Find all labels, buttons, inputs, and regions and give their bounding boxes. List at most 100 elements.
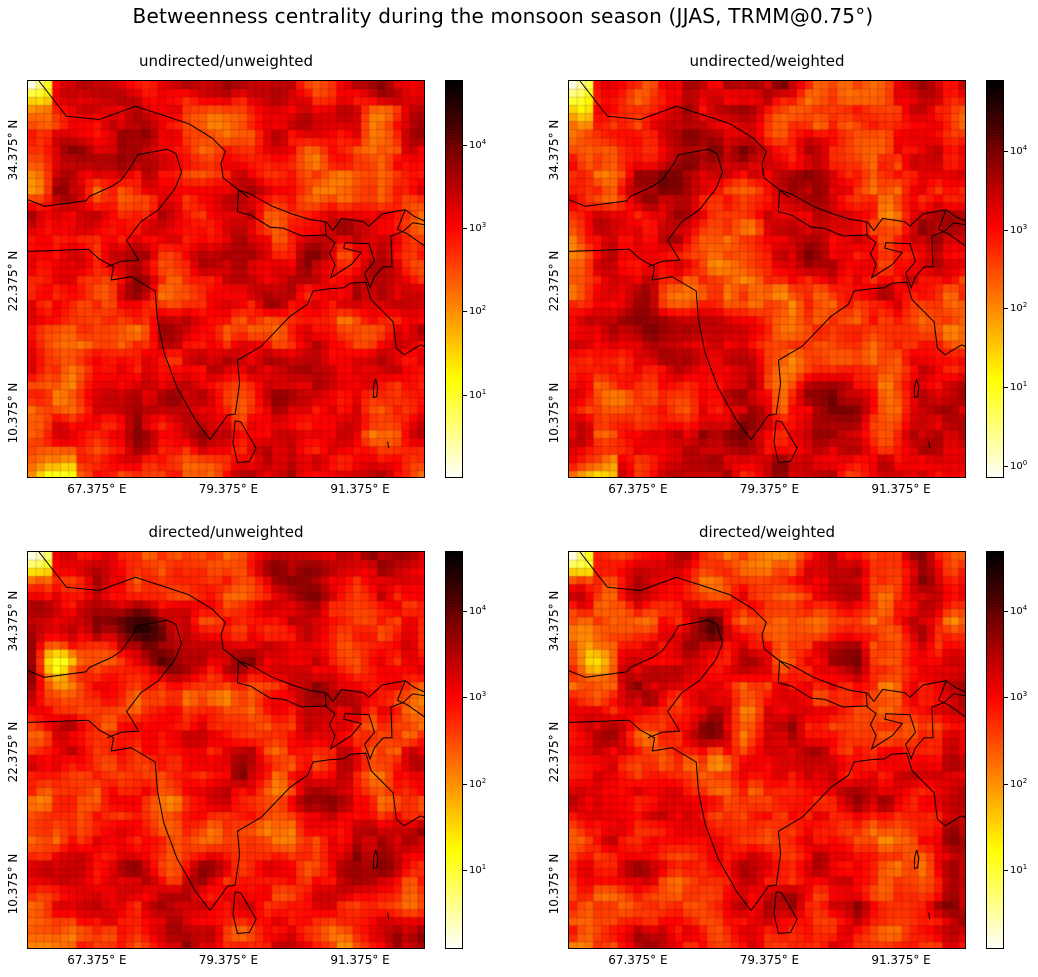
colorbar-tick-label: 104 [1010, 604, 1028, 618]
panel-title: undirected/unweighted [138, 52, 314, 70]
coastline [913, 849, 920, 870]
y-tick-label: 10.375° N [547, 854, 561, 915]
x-tick-label: 91.375° E [330, 953, 390, 967]
coastline [866, 209, 965, 232]
coastline [28, 619, 183, 739]
y-tick-label: 10.375° N [6, 383, 20, 444]
coastline [324, 693, 424, 761]
map-panel [568, 551, 966, 949]
colorbar-tick-label: 101 [469, 387, 487, 401]
coastline [569, 619, 724, 739]
coastline [773, 891, 798, 935]
x-tick-label: 79.375° E [198, 953, 259, 967]
y-tick-label: 22.375° N [547, 722, 561, 783]
colorbar-tick-label: 102 [469, 304, 487, 318]
x-tick-label: 91.375° E [330, 482, 390, 496]
coastline [324, 222, 424, 290]
colorbar-tick [1004, 151, 1008, 153]
coastline [232, 420, 257, 464]
colorbar-gradient [987, 552, 1003, 948]
betweenness-heatmap [569, 81, 965, 477]
colorbar-gradient [446, 552, 462, 948]
coastline [937, 209, 965, 247]
colorbar-tick-label: 101 [1010, 380, 1028, 394]
colorbar [986, 551, 1004, 949]
colorbar-tick [463, 144, 467, 146]
y-tick-label: 22.375° N [6, 722, 20, 783]
colorbar-tick [1004, 783, 1008, 785]
colorbar [445, 551, 463, 949]
coastline [387, 441, 390, 449]
colorbar-tick [1004, 465, 1008, 467]
coastline [928, 441, 931, 449]
colorbar-tick [463, 869, 467, 871]
coastline [569, 719, 965, 912]
colorbar-tick [463, 394, 467, 396]
coastline [777, 660, 868, 708]
coastline [325, 209, 424, 232]
colorbar-gradient [446, 81, 462, 477]
coastline [937, 680, 965, 718]
coastline [569, 248, 965, 441]
coastline [865, 222, 965, 290]
x-tick-label: 67.375° E [67, 482, 127, 496]
y-tick-label: 10.375° N [547, 383, 561, 444]
colorbar-tick-label: 103 [469, 690, 487, 704]
colorbar-tick [463, 611, 467, 613]
coastline-overlay [569, 552, 965, 935]
colorbar-tick [1004, 229, 1008, 231]
colorbar-tick-label: 103 [469, 221, 487, 235]
coastline [387, 912, 390, 920]
coastline [325, 680, 424, 703]
coastline [913, 378, 920, 399]
colorbar-tick-label: 104 [469, 604, 487, 618]
colorbar-tick [463, 697, 467, 699]
coastline [579, 552, 790, 669]
panel-title: directed/weighted [698, 523, 835, 541]
colorbar-tick [1004, 611, 1008, 613]
coastline [777, 189, 868, 237]
coastline [38, 81, 249, 198]
x-tick-label: 91.375° E [871, 482, 931, 496]
colorbar-tick-label: 103 [1010, 690, 1028, 704]
x-tick-label: 67.375° E [67, 953, 127, 967]
map-panel [27, 551, 425, 949]
x-tick-label: 79.375° E [198, 482, 259, 496]
x-tick-label: 91.375° E [871, 953, 931, 967]
coastline [38, 552, 249, 669]
colorbar-tick-label: 102 [469, 776, 487, 790]
y-tick-label: 34.375° N [547, 119, 561, 180]
colorbar-tick-label: 104 [469, 137, 487, 151]
x-tick-label: 79.375° E [739, 953, 800, 967]
coastline [28, 248, 424, 441]
x-tick-label: 67.375° E [608, 953, 668, 967]
y-tick-label: 10.375° N [6, 854, 20, 915]
colorbar-gradient [987, 81, 1003, 477]
coastline [28, 148, 183, 268]
y-tick-label: 22.375° N [6, 251, 20, 312]
colorbar-tick-label: 104 [1010, 144, 1028, 158]
figure-title: Betweenness centrality during the monsoo… [132, 4, 874, 28]
coastline [928, 912, 931, 920]
colorbar [986, 80, 1004, 478]
betweenness-heatmap [28, 552, 424, 948]
colorbar-tick-label: 102 [1010, 776, 1028, 790]
colorbar-tick-label: 102 [1010, 301, 1028, 315]
colorbar-tick [463, 783, 467, 785]
coastline [372, 849, 379, 870]
coastline [372, 378, 379, 399]
panel-title: directed/unweighted [148, 523, 304, 541]
panel-title: undirected/weighted [689, 52, 845, 70]
coastline [396, 209, 424, 247]
x-tick-label: 67.375° E [608, 482, 668, 496]
coastline [236, 189, 327, 237]
colorbar-tick [1004, 869, 1008, 871]
colorbar [445, 80, 463, 478]
coastline [866, 680, 965, 703]
coastline [232, 891, 257, 935]
colorbar-tick [463, 228, 467, 230]
colorbar-tick-label: 103 [1010, 222, 1028, 236]
y-tick-label: 34.375° N [547, 590, 561, 651]
colorbar-tick [1004, 697, 1008, 699]
coastline-overlay [28, 552, 424, 935]
